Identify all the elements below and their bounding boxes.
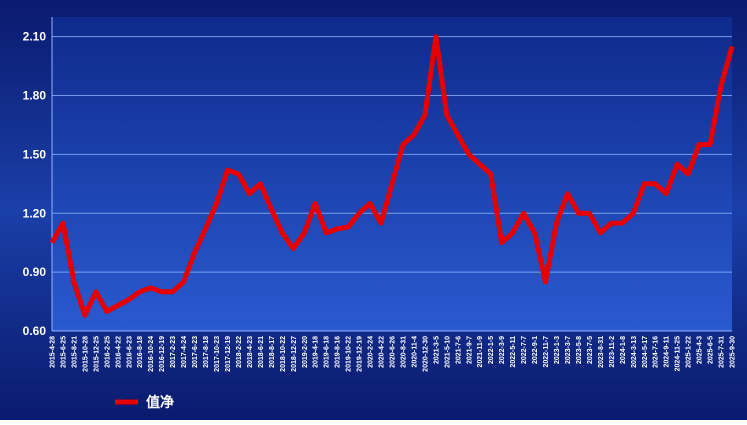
- x-tick-label: 2021-5-10: [444, 336, 451, 368]
- x-tick-label: 2020-6-26: [390, 336, 397, 368]
- x-tick-label: 2022-7-7: [521, 336, 528, 364]
- x-tick-label: 2019-12-19: [357, 336, 364, 372]
- x-tick-label: 2021-9-7: [466, 336, 473, 364]
- x-tick-label: 2019-4-18: [313, 336, 320, 368]
- x-tick-label: 2025-4-3: [697, 336, 704, 364]
- x-tick-label: 2019-2-20: [302, 336, 309, 368]
- data-line: [49, 34, 735, 318]
- x-tick-label: 2020-2-24: [368, 336, 375, 368]
- x-tick-label: 2020-12-30: [422, 336, 429, 372]
- x-tick-label: 2015-12-25: [93, 336, 100, 372]
- x-tick-label: 2017-4-24: [181, 336, 188, 368]
- x-tick-label: 2017-6-23: [192, 336, 199, 368]
- x-tick-label: 2020-4-22: [379, 336, 386, 368]
- x-tick-label: 2025-7-31: [719, 336, 726, 368]
- x-tick-label: 2024-1-8: [620, 336, 627, 364]
- y-tick-label: 0.90: [23, 265, 47, 279]
- x-tick-label: 2022-3-9: [499, 336, 506, 364]
- x-tick-label: 2016-6-23: [126, 336, 133, 368]
- x-tick-label: 2024-7-16: [653, 336, 660, 368]
- x-tick-label: 2017-12-19: [225, 336, 232, 372]
- x-tick-label: 2021-11-9: [477, 336, 484, 368]
- x-tick-label: 2018-12-27: [291, 336, 298, 372]
- x-tick-label: 2018-8-17: [269, 336, 276, 368]
- x-tick-label: 2022-9-1: [532, 336, 539, 364]
- x-tick-label: 2024-3-13: [631, 336, 638, 368]
- y-tick-label: 1.80: [23, 89, 47, 103]
- x-tick-label: 2015-4-28: [50, 336, 57, 368]
- x-tick-label: 2016-4-22: [115, 336, 122, 368]
- x-tick-label: 2016-12-19: [159, 336, 166, 372]
- x-tick-label: 2015-10-28: [82, 336, 89, 372]
- y-tick-label: 2.10: [23, 30, 47, 44]
- x-tick-label: 2023-7-5: [587, 336, 594, 364]
- x-tick-label: 2017-2-23: [170, 336, 177, 368]
- x-tick-label: 2025-6-5: [708, 336, 715, 364]
- x-tick-label: 2021-3-5: [433, 336, 440, 364]
- x-tick-label: 2022-11-7: [543, 336, 550, 368]
- x-tick-label: 2025-1-22: [686, 336, 693, 368]
- x-tick-label: 2025-9-30: [730, 336, 737, 368]
- x-tick-label: 2021-7-6: [455, 336, 462, 364]
- x-tick-label: 2018-10-22: [280, 336, 287, 372]
- x-tick-label: 2019-10-22: [346, 336, 353, 372]
- x-tick-label: 2022-5-11: [510, 336, 517, 368]
- legend-label: 值净: [146, 394, 174, 410]
- x-tick-label: 2015-6-25: [60, 336, 67, 368]
- x-tick-label: 2023-11-2: [609, 336, 616, 368]
- x-tick-label: 2017-8-18: [203, 336, 210, 368]
- y-tick-label: 1.20: [23, 206, 47, 220]
- x-tick-label: 2020-8-31: [400, 336, 407, 368]
- x-tick-label: 2022-1-5: [488, 336, 495, 364]
- x-tick-label: 2023-1-3: [554, 336, 561, 364]
- x-tick-label: 2017-10-23: [214, 336, 221, 372]
- x-tick-label: 2019-6-18: [324, 336, 331, 368]
- y-tick-label: 0.60: [23, 324, 47, 338]
- x-tick-label: 2018-2-22: [236, 336, 243, 368]
- x-tick-label: 2023-8-31: [598, 336, 605, 368]
- x-tick-label: 2018-4-23: [247, 336, 254, 368]
- plot-area: [52, 17, 732, 331]
- y-tick-label: 1.50: [23, 147, 47, 161]
- x-tick-label: 2016-2-25: [104, 336, 111, 368]
- x-tick-label: 2024-11-25: [675, 336, 682, 372]
- x-tick-label: 2020-11-4: [411, 336, 418, 368]
- x-tick-label: 2018-6-21: [258, 336, 265, 368]
- x-tick-label: 2015-8-21: [71, 336, 78, 368]
- x-tick-label: 2024-9-11: [664, 336, 671, 368]
- x-tick-label: 2019-8-16: [335, 336, 342, 368]
- x-tick-label: 2016-8-18: [137, 336, 144, 368]
- x-tick-label: 2023-3-7: [565, 336, 572, 364]
- x-tick-label: 2023-5-8: [576, 336, 583, 364]
- x-tick-label: 2016-10-24: [148, 336, 155, 372]
- x-tick-label: 2024-5-17: [642, 336, 649, 368]
